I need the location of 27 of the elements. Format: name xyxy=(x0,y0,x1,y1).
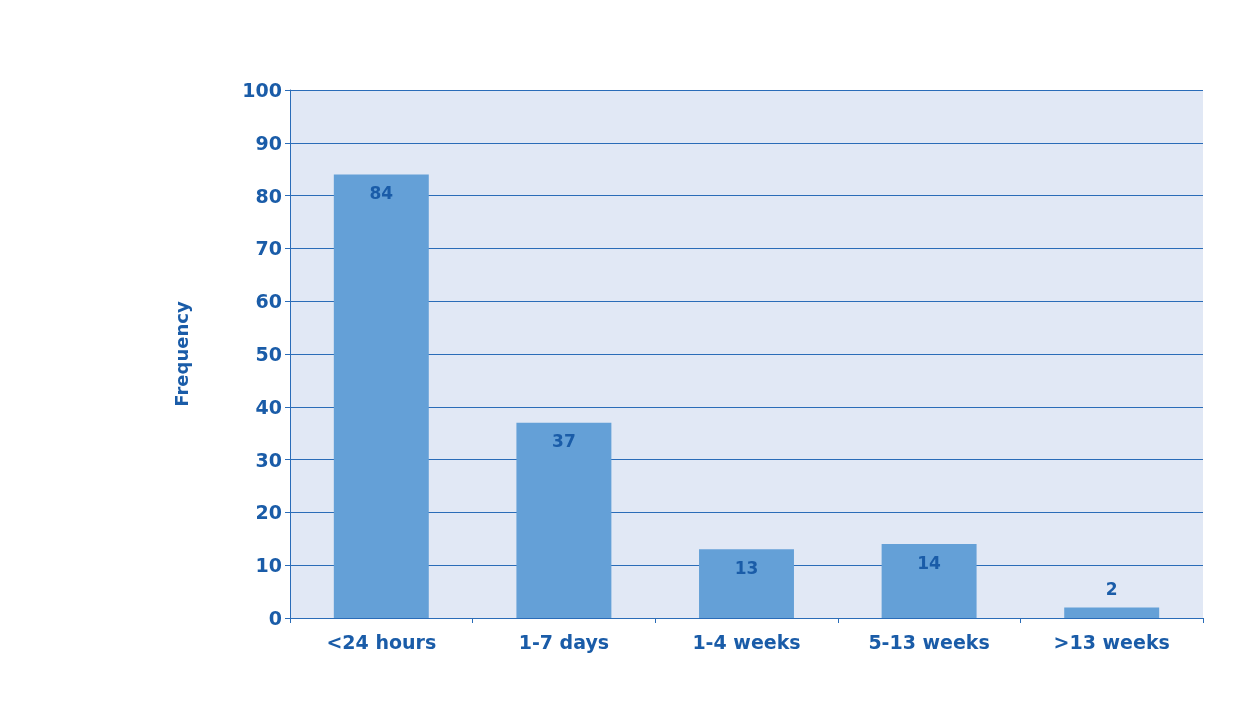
x-tick-label: <24 hours xyxy=(326,630,437,653)
y-tick-label: 30 xyxy=(255,448,282,471)
y-tick-label: 10 xyxy=(255,554,282,577)
data-label: 37 xyxy=(552,431,576,452)
bar xyxy=(516,422,612,618)
y-tick-label: 80 xyxy=(255,184,282,207)
bar xyxy=(699,549,794,618)
bar xyxy=(333,174,429,618)
y-tick-label: 50 xyxy=(255,343,282,365)
y-tick-label: 100 xyxy=(242,79,282,101)
bar xyxy=(881,544,977,618)
data-label: 84 xyxy=(369,182,394,203)
y-tick-label: 70 xyxy=(255,237,282,260)
x-tick-label: 1-4 weeks xyxy=(692,630,801,653)
y-tick-label: 20 xyxy=(255,501,282,524)
y-tick-label: 0 xyxy=(268,607,282,629)
data-label: 13 xyxy=(734,557,759,578)
y-tick-label: 60 xyxy=(255,290,282,313)
x-tick-label: 5-13 weeks xyxy=(868,630,990,653)
data-label: 2 xyxy=(1105,578,1118,599)
data-label: 14 xyxy=(917,552,942,573)
y-axis-title: Frequency xyxy=(170,301,192,407)
y-tick-label: 40 xyxy=(255,395,282,418)
bar xyxy=(1064,607,1160,618)
x-tick-label: 1-7 days xyxy=(518,630,610,653)
x-tick-label: >13 weeks xyxy=(1053,630,1170,653)
y-tick-label: 90 xyxy=(255,131,282,154)
